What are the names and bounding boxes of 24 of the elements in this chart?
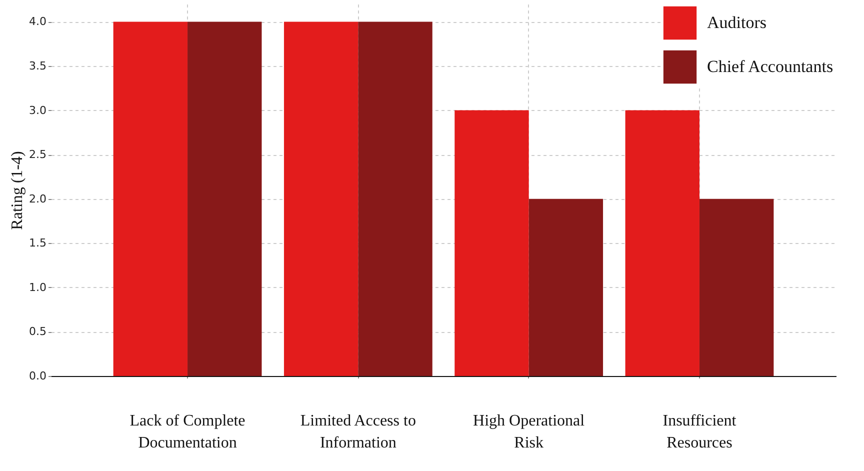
bar: [528, 198, 604, 376]
y-tick-label: 4.0: [29, 15, 46, 28]
y-tick-label: 3.5: [29, 60, 46, 72]
y-tick-label: 3.0: [29, 104, 46, 117]
x-tick-label: Insufficient Resources: [662, 412, 737, 452]
y-tick-label: 1.0: [29, 280, 46, 294]
bar: [358, 22, 432, 376]
x-tick-label: Lack of Complete Documentation: [130, 412, 246, 452]
legend-label: Chief Accountants: [707, 57, 834, 76]
y-tick-label: 0.0: [29, 370, 46, 382]
bar: [284, 22, 358, 376]
y-axis-title: Rating (1-4): [9, 151, 26, 230]
bar: [113, 22, 188, 376]
x-tick-label: Limited Access to Information: [300, 412, 416, 452]
bar: [699, 198, 774, 376]
x-tick-label: High Operational Risk: [473, 412, 586, 452]
y-tick-label: 1.5: [29, 236, 46, 250]
bar: [188, 22, 262, 376]
bar: [625, 110, 700, 376]
y-tick-label: 2.0: [29, 192, 46, 206]
y-tick-label: 2.5: [29, 148, 46, 162]
legend-label: Auditors: [707, 13, 766, 32]
bar: [454, 110, 529, 376]
y-tick-label: 0.5: [29, 325, 46, 338]
